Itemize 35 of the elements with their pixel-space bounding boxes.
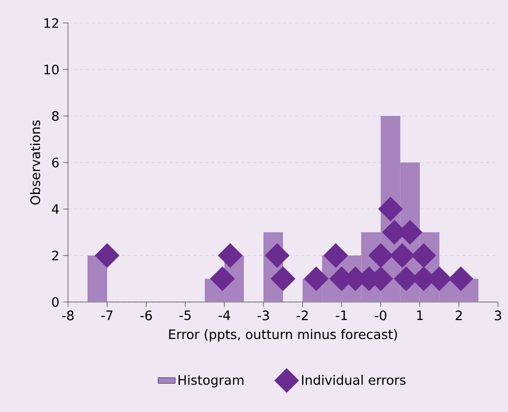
point: [218, 243, 243, 268]
y-tick-label: 0: [52, 297, 59, 307]
x-tick-label: 3: [494, 310, 502, 320]
point: [304, 266, 329, 292]
legend-label: Histogram: [178, 374, 244, 388]
point: [411, 243, 436, 268]
y-tick-label: 10: [44, 64, 59, 74]
x-tick-label: -7: [101, 310, 112, 320]
point: [368, 243, 394, 268]
x-tick-label: -8: [62, 310, 74, 320]
point: [94, 243, 120, 268]
point: [390, 243, 415, 268]
y-axis-title: Observations: [30, 120, 40, 205]
y-tick-label: 12: [44, 18, 58, 28]
x-tick-label: -0: [374, 310, 386, 320]
point: [448, 266, 474, 292]
y-tick-label: 4: [52, 204, 59, 214]
point: [323, 243, 348, 268]
x-tick-label: 2: [456, 310, 462, 320]
point: [270, 266, 296, 292]
point: [210, 266, 235, 292]
x-tick-label: -3: [258, 310, 269, 320]
point: [264, 243, 290, 268]
y-tick-label: 2: [52, 250, 58, 260]
x-tick-label: -5: [179, 310, 191, 320]
x-tick-label: -2: [296, 310, 308, 320]
x-tick-label: -6: [140, 310, 152, 320]
y-tick-label: 6: [52, 158, 59, 168]
point: [378, 196, 403, 222]
x-tick-label: 1: [417, 310, 423, 320]
x-axis-title: Error (ppts, outturn minus forecast): [169, 329, 397, 342]
x-tick-label: -4: [218, 310, 230, 320]
legend-label: Individual errors: [302, 374, 406, 385]
y-tick-label: 8: [52, 111, 59, 121]
x-tick-label: -1: [336, 310, 347, 320]
